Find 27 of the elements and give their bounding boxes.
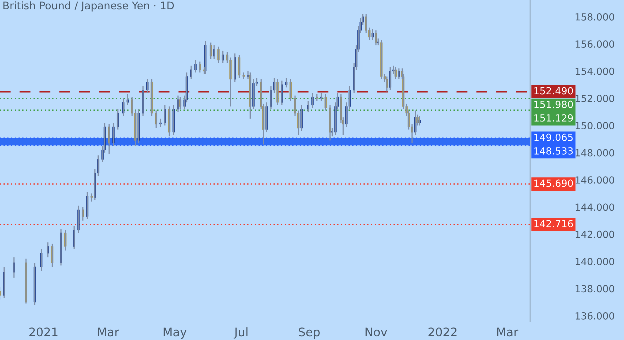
ref-line-label: 149.065	[534, 134, 573, 142]
x-tick-label: Sep	[299, 328, 320, 339]
ref-line-label: 151.129	[534, 114, 574, 122]
y-tick-label: 152.000	[576, 95, 614, 102]
y-tick-label: 156.000	[576, 40, 614, 48]
y-tick-label: 140.000	[576, 258, 614, 266]
ref-line-label: 148.533	[534, 147, 574, 155]
y-tick-label: 138.000	[576, 285, 614, 293]
y-tick-label: 136.000	[576, 312, 614, 320]
x-tick-label: May	[164, 328, 187, 339]
y-tick-label: 148.000	[576, 149, 614, 157]
chart-title: British Pound / Japanese Yen · 1D	[4, 2, 174, 12]
y-tick-label: 154.000	[576, 68, 614, 76]
x-tick-label: Nov	[366, 328, 388, 337]
x-tick-label: Mar	[497, 328, 519, 337]
ref-line-label: 145.690	[534, 180, 574, 188]
y-tick-label: 142.000	[576, 230, 614, 238]
ref-line-label: 152.490	[534, 87, 574, 95]
x-tick-label: Jul	[234, 328, 248, 339]
y-tick-label: 144.000	[576, 204, 614, 212]
y-tick-label: 158.000	[576, 13, 614, 21]
x-tick-label: 2022	[428, 328, 457, 337]
ref-line-label: 142.716	[534, 220, 574, 228]
y-tick-label: 150.000	[576, 122, 614, 130]
x-tick-label: Mar	[98, 328, 120, 337]
ref-line-label: 151.980	[534, 100, 574, 108]
x-tick-label: 2021	[30, 328, 58, 337]
